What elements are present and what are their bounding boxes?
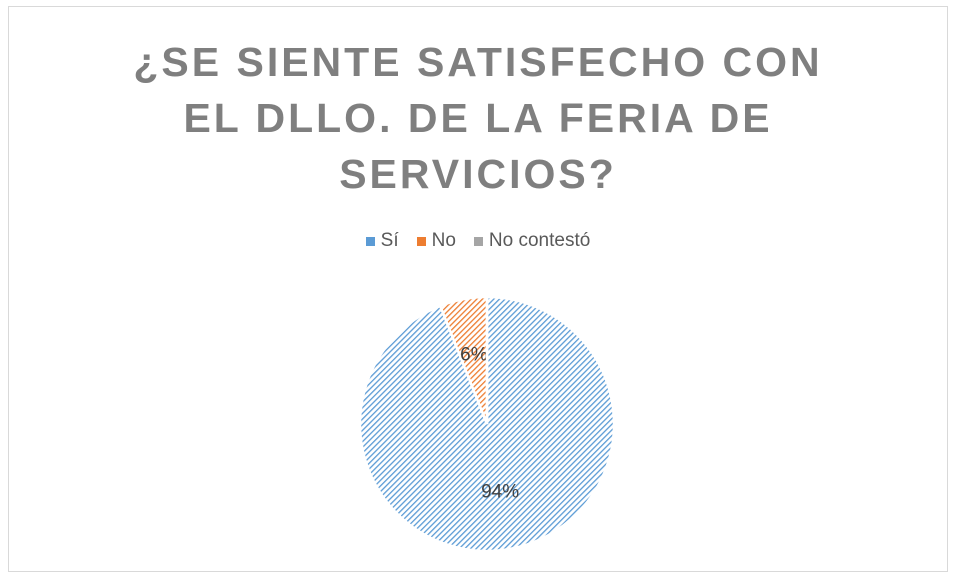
legend-label: No contestó <box>488 230 591 251</box>
legend-swatch <box>473 236 483 246</box>
data-label: 6% <box>460 344 488 365</box>
data-label: 94% <box>481 482 519 503</box>
legend-label: No <box>431 230 456 251</box>
legend-label: Sí <box>380 230 399 251</box>
chart-title: ¿SE SIENTE SATISFECHO CON EL DLLO. DE LA… <box>133 39 823 197</box>
legend-item: No contestó <box>473 230 591 252</box>
legend-item: Sí <box>365 230 399 252</box>
pie-slice <box>358 295 616 553</box>
legend-swatch <box>365 236 375 246</box>
legend: Sí No No contestó <box>0 230 956 252</box>
legend-swatch <box>416 236 426 246</box>
legend-item: No <box>416 230 456 252</box>
chart-border <box>8 6 948 572</box>
